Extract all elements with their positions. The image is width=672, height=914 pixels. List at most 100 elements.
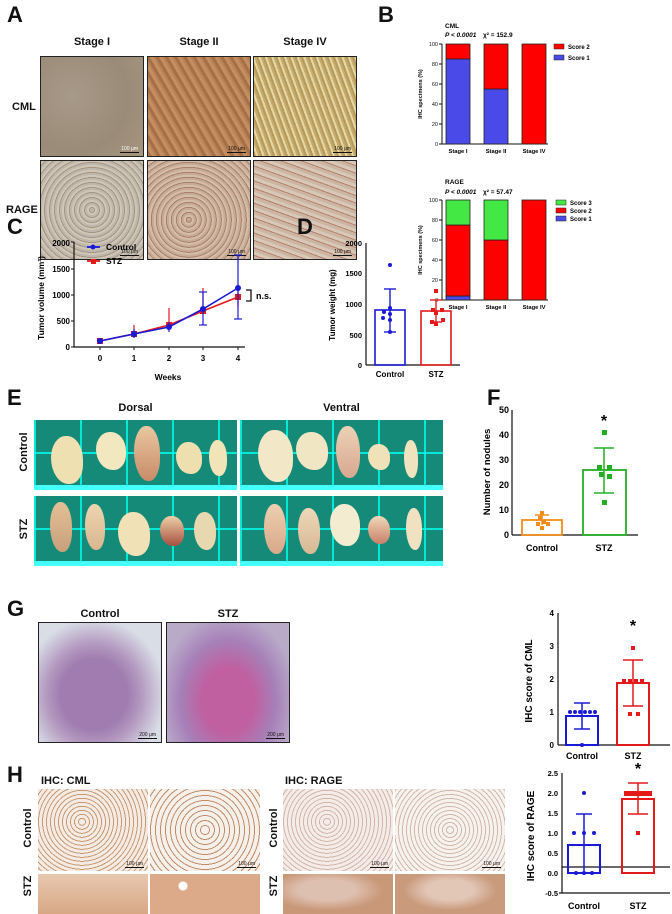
row-label-control: Control xyxy=(18,432,30,472)
svg-text:-0.5: -0.5 xyxy=(545,889,558,898)
col-header-ventral: Ventral xyxy=(323,402,360,414)
ihc-rage-stz-low xyxy=(283,874,393,914)
chart-b-cml-title: CML xyxy=(445,23,459,30)
svg-text:Score 2: Score 2 xyxy=(570,209,592,215)
svg-text:0: 0 xyxy=(98,354,103,363)
panel-label-h: H xyxy=(7,762,23,787)
row-label-stz: STZ xyxy=(18,518,30,540)
svg-text:STZ: STZ xyxy=(596,543,614,553)
svg-text:STZ: STZ xyxy=(428,370,443,379)
row-label-rage: RAGE xyxy=(6,204,38,216)
row-label-h-rage-control: Control xyxy=(268,808,280,848)
svg-text:Control: Control xyxy=(526,543,558,553)
panel-label-c: C xyxy=(7,214,23,239)
svg-text:1500: 1500 xyxy=(52,265,70,274)
svg-text:0: 0 xyxy=(358,361,362,370)
chart-c-tumor-volume: 0 500 1000 1500 2000 0 1 2 3 4 Weeks Tumor v… xyxy=(36,239,272,382)
svg-text:20: 20 xyxy=(499,480,509,490)
legend-control: Control xyxy=(106,242,136,252)
chart-ihc-score-rage: 2.5 2.0 1.5 1.0 0.5 0.0 -0.5 * Control STZ IHC… xyxy=(526,761,670,911)
svg-text:Score 1: Score 1 xyxy=(570,217,592,223)
ns-annotation: n.s. xyxy=(256,291,272,301)
significance-star-rage: * xyxy=(635,761,642,778)
svg-text:IHC score of CML: IHC score of CML xyxy=(524,639,535,722)
svg-text:4: 4 xyxy=(550,609,555,618)
svg-text:80: 80 xyxy=(432,62,438,68)
svg-text:3: 3 xyxy=(201,354,206,363)
svg-text:1500: 1500 xyxy=(345,269,362,278)
svg-text:2000: 2000 xyxy=(345,239,362,248)
chart-ihc-score-cml: 0 1 2 3 4 * Control STZ IHC score of CML xyxy=(524,609,670,761)
he-stain-stz: 200 μm xyxy=(166,622,290,743)
svg-text:2.0: 2.0 xyxy=(548,789,558,798)
chart-d-tumor-weight: 0 500 1000 1500 2000 Control STZ Tumor weigh… xyxy=(328,239,460,379)
svg-text:100: 100 xyxy=(429,198,438,204)
row-label-h-cml-control: Control xyxy=(22,808,34,848)
svg-text:20: 20 xyxy=(432,122,438,128)
svg-text:Stage IV: Stage IV xyxy=(523,305,546,311)
svg-text:Score 3: Score 3 xyxy=(570,201,592,207)
svg-text:Tumor weight (mg): Tumor weight (mg) xyxy=(328,269,337,341)
panel-label-g: G xyxy=(7,596,25,621)
col-header-control: Control xyxy=(80,608,120,620)
svg-text:80: 80 xyxy=(432,218,438,224)
svg-text:1000: 1000 xyxy=(345,300,362,309)
svg-text:IHC specimens (%): IHC specimens (%) xyxy=(418,69,424,119)
col-header-stage-1: Stage I xyxy=(73,36,111,48)
group-header-ihc-rage: IHC: RAGE xyxy=(285,775,343,787)
chart-b-rage-pvalue: P < 0.0001 xyxy=(445,189,477,196)
svg-text:0.5: 0.5 xyxy=(548,849,558,858)
panel-label-d: D xyxy=(297,214,313,239)
svg-text:Tumor volume (mm³): Tumor volume (mm³) xyxy=(36,256,46,340)
svg-text:Weeks: Weeks xyxy=(155,372,182,382)
svg-text:4: 4 xyxy=(236,354,241,363)
micrograph-rage-stage-1: 100 μm xyxy=(40,160,144,260)
svg-text:IHC score of RAGE: IHC score of RAGE xyxy=(526,790,537,881)
svg-text:0: 0 xyxy=(550,741,555,750)
svg-text:1.0: 1.0 xyxy=(548,829,558,838)
svg-text:1000: 1000 xyxy=(52,291,70,300)
svg-text:Control: Control xyxy=(566,751,598,761)
panel-label-e: E xyxy=(7,385,22,410)
svg-text:STZ: STZ xyxy=(625,751,643,761)
ihc-rage-control-high: 100 μm xyxy=(395,789,505,871)
svg-text:500: 500 xyxy=(349,331,362,340)
svg-text:0.0: 0.0 xyxy=(548,869,558,878)
micrograph-rage-stage-4: 100 μm xyxy=(253,160,357,260)
svg-text:1.5: 1.5 xyxy=(548,809,558,818)
photo-stz-dorsal: 5 mm xyxy=(34,496,237,566)
col-header-stz: STZ xyxy=(217,608,239,620)
svg-text:50: 50 xyxy=(499,405,509,415)
significance-star-f: * xyxy=(601,413,608,430)
chart-b-stacked-bars: CML P < 0.0001 χ² = 152.9 0 20 40 60 80 100 S… xyxy=(418,23,592,311)
svg-text:0: 0 xyxy=(504,530,509,540)
svg-text:30: 30 xyxy=(499,455,509,465)
svg-text:60: 60 xyxy=(432,238,438,244)
svg-text:20: 20 xyxy=(432,278,438,284)
svg-text:500: 500 xyxy=(57,317,71,326)
ihc-cml-control-high: 100 μm xyxy=(150,789,260,871)
svg-text:Stage I: Stage I xyxy=(448,149,467,155)
svg-text:40: 40 xyxy=(432,102,438,108)
svg-text:Stage IV: Stage IV xyxy=(523,149,546,155)
svg-text:Stage II: Stage II xyxy=(486,149,507,155)
svg-text:Number of nodules: Number of nodules xyxy=(482,429,493,516)
ihc-cml-stz-high xyxy=(150,874,260,914)
svg-text:Stage II: Stage II xyxy=(486,305,507,311)
chart-b-rage-title: RAGE xyxy=(445,179,464,186)
svg-text:0: 0 xyxy=(435,142,438,148)
photo-stz-ventral: 5 mm xyxy=(240,496,443,566)
svg-text:2000: 2000 xyxy=(52,239,70,248)
svg-text:Score 1: Score 1 xyxy=(568,56,590,62)
panel-label-b: B xyxy=(378,2,394,27)
svg-text:0: 0 xyxy=(66,343,71,352)
svg-text:2: 2 xyxy=(167,354,172,363)
svg-text:100: 100 xyxy=(429,42,438,48)
svg-text:STZ: STZ xyxy=(630,901,648,911)
svg-text:1: 1 xyxy=(550,708,555,717)
svg-text:IHC specimens (%): IHC specimens (%) xyxy=(418,225,424,275)
svg-text:Control: Control xyxy=(376,370,404,379)
ihc-cml-control-low: 100 μm xyxy=(38,789,148,871)
row-label-h-rage-stz: STZ xyxy=(268,875,280,897)
chart-b-cml-pvalue: P < 0.0001 xyxy=(445,32,477,39)
